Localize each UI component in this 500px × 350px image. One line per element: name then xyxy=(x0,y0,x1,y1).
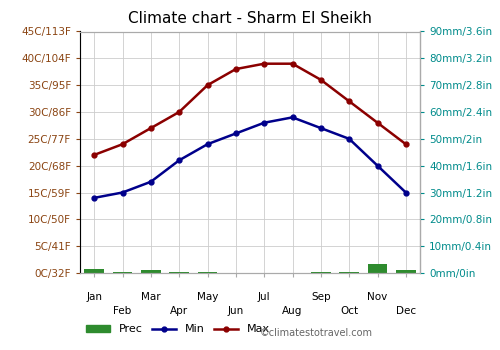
Text: Jun: Jun xyxy=(228,306,244,316)
Text: Apr: Apr xyxy=(170,306,188,316)
Legend: Prec, Min, Max: Prec, Min, Max xyxy=(86,324,270,335)
Bar xyxy=(368,264,388,273)
Bar xyxy=(396,270,416,273)
Bar xyxy=(112,272,132,273)
Text: Dec: Dec xyxy=(396,306,416,316)
Text: Jul: Jul xyxy=(258,293,270,302)
Text: Aug: Aug xyxy=(282,306,302,316)
Text: May: May xyxy=(197,293,218,302)
Text: Sep: Sep xyxy=(311,293,330,302)
Bar xyxy=(84,269,104,273)
Text: Oct: Oct xyxy=(340,306,358,316)
Text: Feb: Feb xyxy=(114,306,132,316)
Bar xyxy=(339,272,359,273)
Bar xyxy=(169,272,189,273)
Bar xyxy=(311,272,331,273)
Bar xyxy=(141,270,161,273)
Text: Nov: Nov xyxy=(368,293,388,302)
Text: ©climatestotravel.com: ©climatestotravel.com xyxy=(260,328,373,338)
Text: Jan: Jan xyxy=(86,293,102,302)
Bar xyxy=(198,272,218,273)
Title: Climate chart - Sharm El Sheikh: Climate chart - Sharm El Sheikh xyxy=(128,11,372,26)
Text: Mar: Mar xyxy=(141,293,161,302)
